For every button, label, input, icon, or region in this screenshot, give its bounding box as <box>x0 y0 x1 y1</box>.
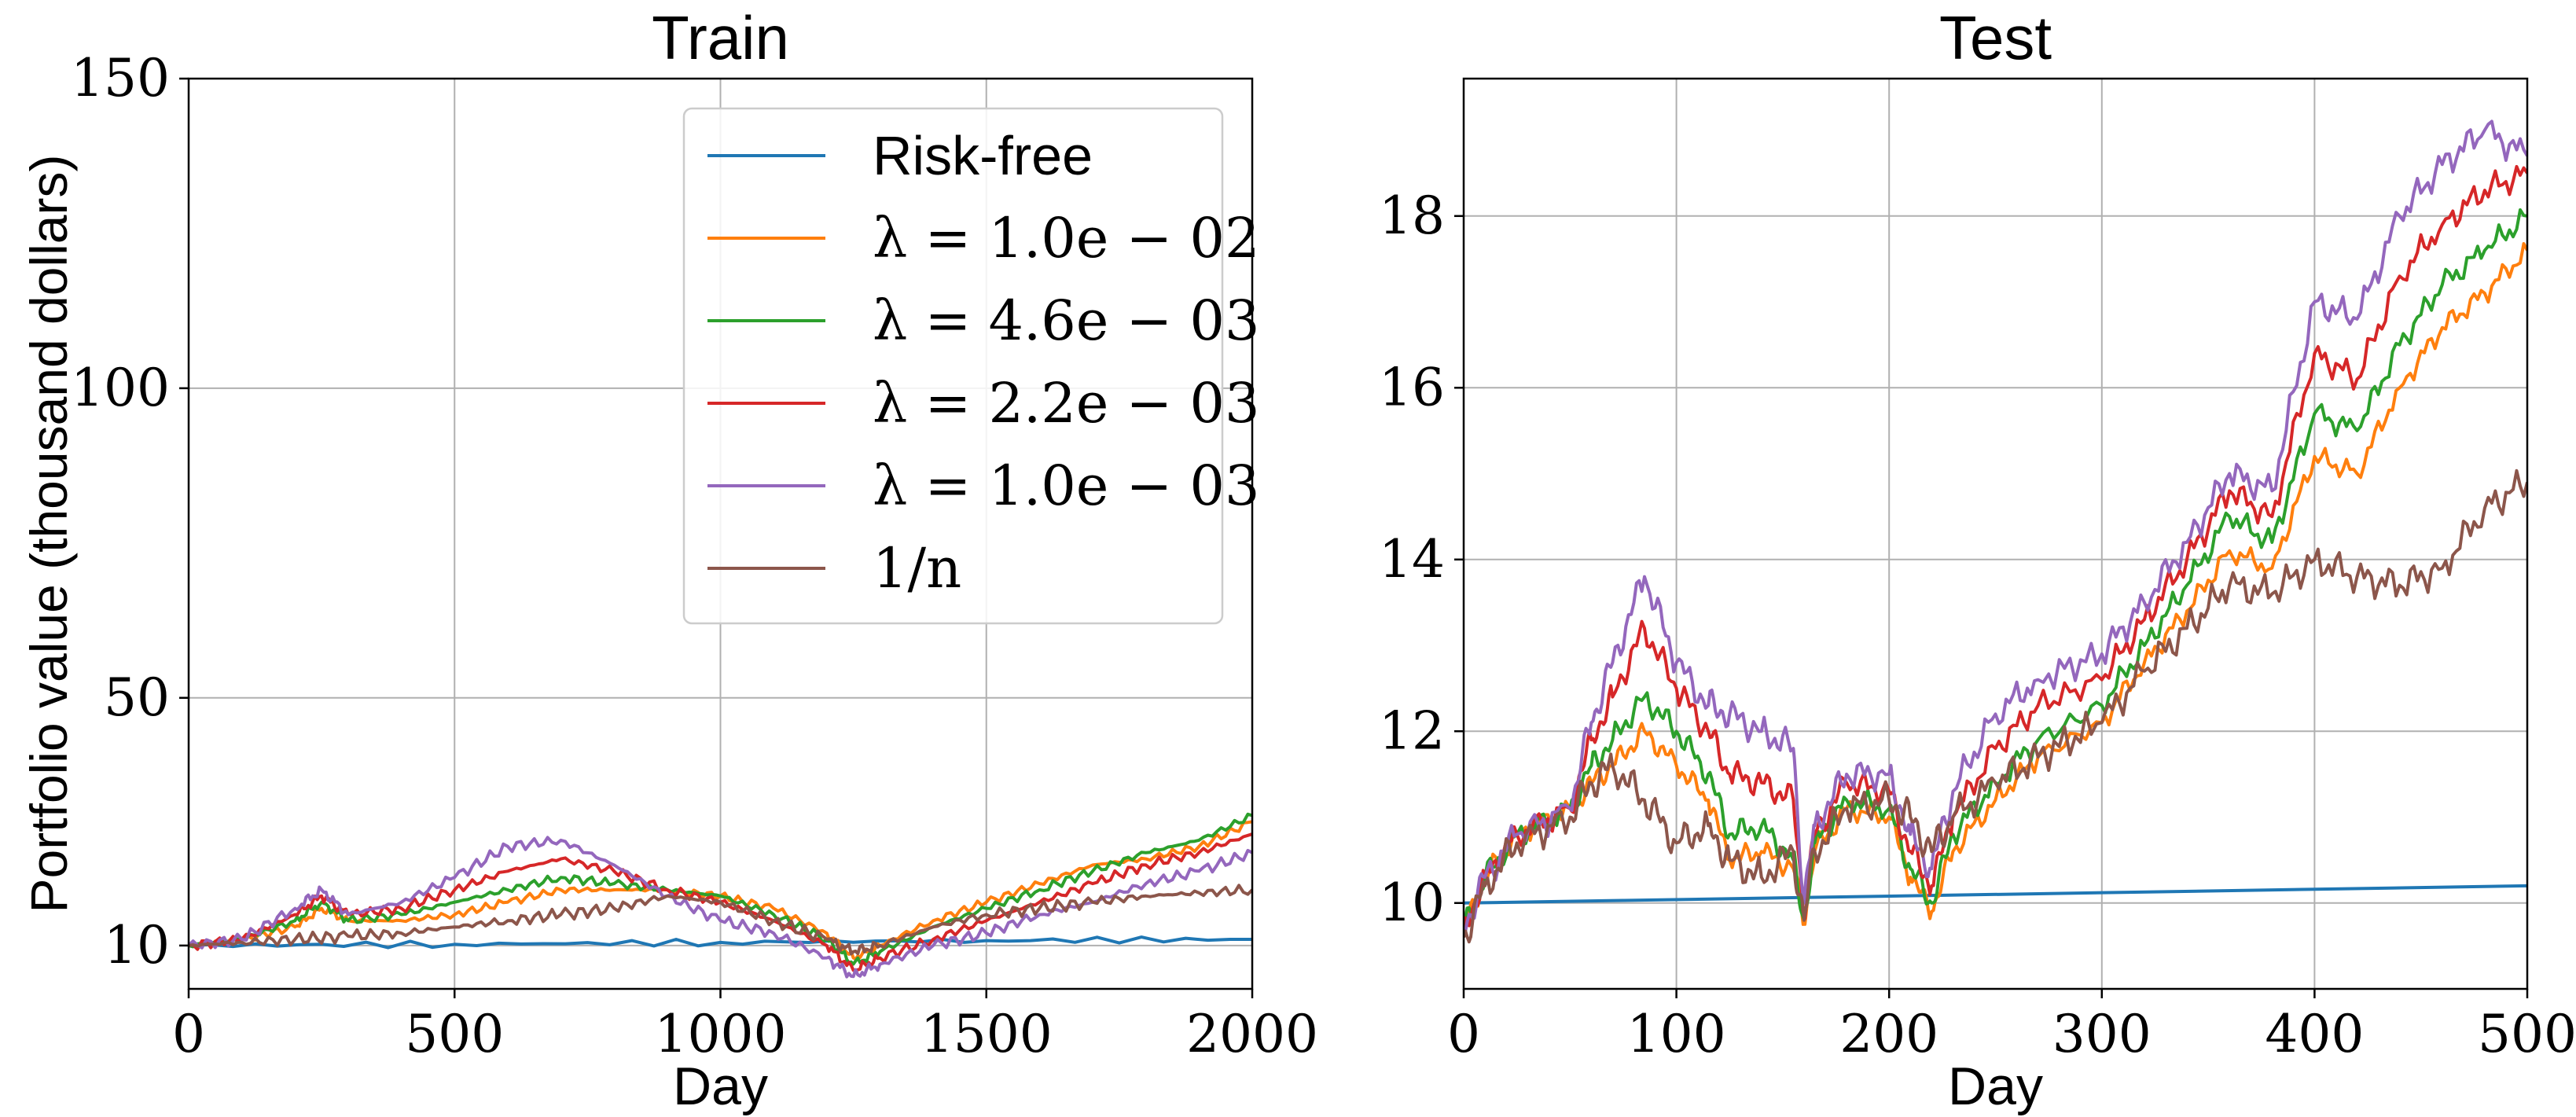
x-axis-label: Day <box>673 1056 768 1116</box>
x-tick-label: 500 <box>405 1004 504 1064</box>
legend-label: λ = 4.6e − 03 <box>873 288 1260 353</box>
y-tick-label: 12 <box>1379 700 1445 761</box>
series-line-5 <box>189 884 1252 956</box>
series-line-2 <box>189 812 1252 966</box>
y-tick-label: 50 <box>104 667 170 728</box>
legend-label: λ = 2.2e − 03 <box>873 371 1260 435</box>
x-tick-label: 1000 <box>655 1004 787 1064</box>
x-tick-label: 500 <box>2478 1004 2576 1064</box>
legend: Risk-free λ = 1.0e − 02 λ = 4.6e − 03 λ = 2… <box>682 107 1260 625</box>
legend-label: 1/n <box>873 536 961 601</box>
test-chart: 0 100 200 300 400 500 10 12 14 16 18 Test Day <box>1379 3 2576 1116</box>
legend-label: λ = 1.0e − 03 <box>873 454 1260 518</box>
series-line-5 <box>1464 468 2527 944</box>
y-tick-label: 10 <box>104 915 170 976</box>
chart-title: Test <box>1939 3 2052 72</box>
series-line-3 <box>1464 164 2527 929</box>
x-axis-label: Day <box>1948 1056 2043 1116</box>
train-chart: 0 500 1000 1500 20001050100150TrainDayPortfo… <box>20 3 1318 1116</box>
series-line-0 <box>189 935 1252 950</box>
legend-label: λ = 1.0e − 02 <box>873 206 1260 270</box>
series-line-4 <box>1464 119 2527 933</box>
legend-label: Risk-free <box>873 125 1093 186</box>
series-line-0 <box>1464 884 2527 905</box>
series-group <box>1464 119 2527 944</box>
x-tick-label: 200 <box>1839 1004 1938 1064</box>
y-tick-label: 18 <box>1379 186 1445 246</box>
series-line-1 <box>1464 242 2527 930</box>
x-tick-label: 300 <box>2052 1004 2152 1064</box>
y-tick-label: 10 <box>1379 873 1445 933</box>
axes-frame <box>1462 77 2529 990</box>
x-tick-label: 400 <box>2265 1004 2364 1064</box>
y-tick-label: 14 <box>1379 529 1445 590</box>
series-group <box>189 812 1252 979</box>
x-tick-label: 2000 <box>1186 1004 1318 1064</box>
chart-title: Train <box>652 3 789 72</box>
y-tick-label: 150 <box>71 48 170 108</box>
series-line-4 <box>189 836 1252 979</box>
x-tick-label: 0 <box>172 1004 205 1064</box>
y-axis-label: Portfolio value (thousand dollars) <box>20 155 78 913</box>
x-tick-label: 1500 <box>921 1004 1053 1064</box>
x-tick-label: 100 <box>1627 1004 1726 1064</box>
y-tick-label: 16 <box>1379 357 1445 417</box>
x-tick-label: 0 <box>1447 1004 1480 1064</box>
y-tick-label: 100 <box>71 358 170 418</box>
